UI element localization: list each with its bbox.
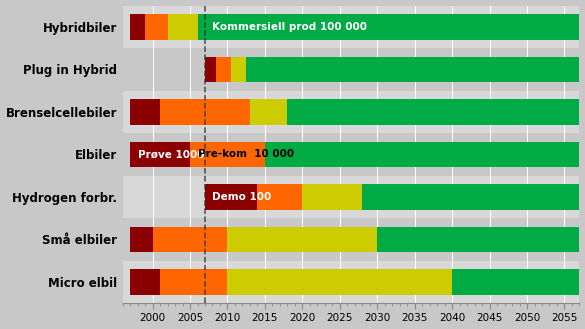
Bar <box>167 14 198 39</box>
Bar <box>123 218 580 261</box>
Bar <box>123 6 580 48</box>
Bar <box>123 133 580 176</box>
Bar <box>257 184 302 210</box>
Bar <box>123 90 580 133</box>
Bar <box>145 14 167 39</box>
Bar <box>123 261 580 303</box>
Bar <box>228 269 452 294</box>
Bar <box>216 57 231 82</box>
Text: Pre-kom  10 000: Pre-kom 10 000 <box>198 149 294 159</box>
Bar <box>205 184 257 210</box>
Bar <box>205 57 216 82</box>
Bar <box>153 227 228 252</box>
Bar <box>160 269 228 294</box>
Bar <box>265 141 580 167</box>
Bar <box>130 227 153 252</box>
Bar <box>452 269 580 294</box>
Bar <box>228 227 377 252</box>
Text: Kommersiell prod 100 000: Kommersiell prod 100 000 <box>212 22 367 32</box>
Bar <box>130 269 160 294</box>
Bar <box>198 14 580 39</box>
Bar <box>246 57 580 82</box>
Bar <box>362 184 580 210</box>
Bar <box>160 99 250 125</box>
Bar <box>190 141 265 167</box>
Text: Demo 100: Demo 100 <box>212 192 271 202</box>
Bar <box>130 141 190 167</box>
Bar <box>302 184 362 210</box>
Bar <box>231 57 246 82</box>
Bar <box>377 227 580 252</box>
Text: Prøve 1000: Prøve 1000 <box>137 149 204 159</box>
Bar <box>130 14 145 39</box>
Bar <box>250 99 287 125</box>
Bar <box>123 176 580 218</box>
Bar <box>287 99 580 125</box>
Bar <box>130 99 160 125</box>
Bar <box>123 48 580 90</box>
